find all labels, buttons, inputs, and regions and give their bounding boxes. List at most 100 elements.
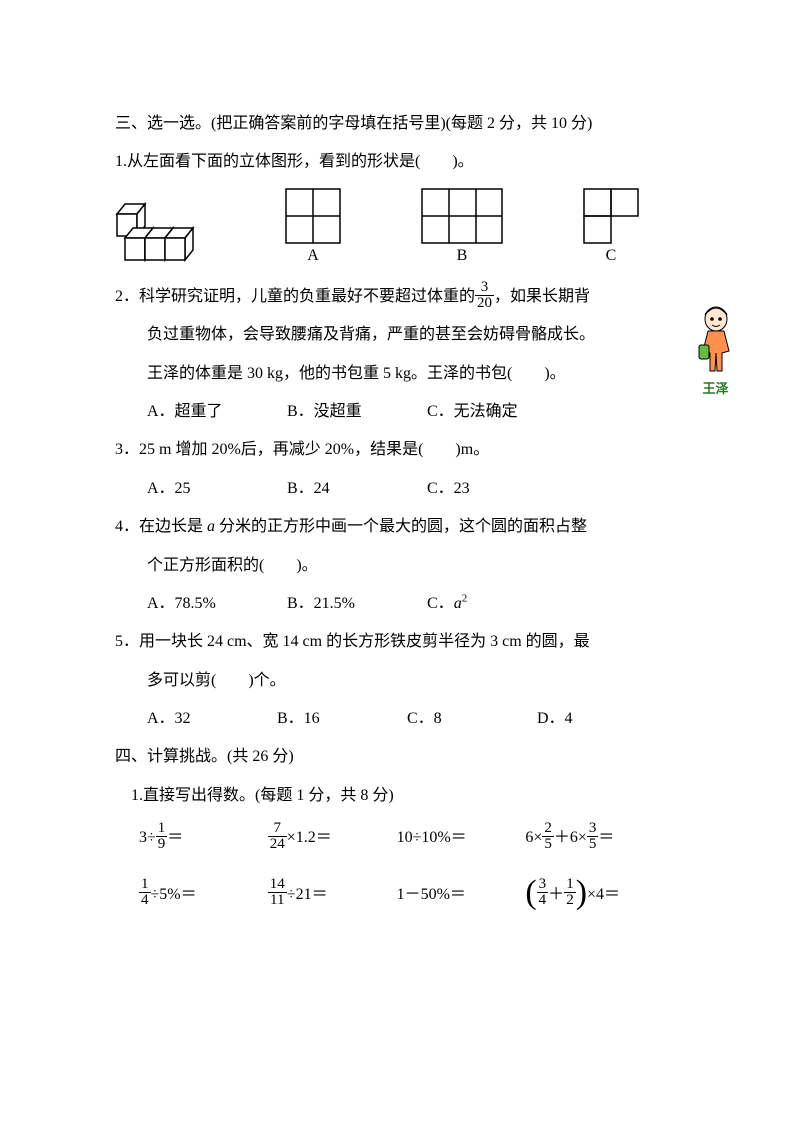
q4-l1a: 4．在边长是	[115, 518, 207, 535]
section4-sub1: 1.直接写出得数。(每题 1 分，共 8 分)	[115, 777, 678, 815]
c22b: ÷21＝	[287, 886, 328, 903]
calc-2-4: (34＋12)×4＝	[525, 876, 678, 914]
q5-line2: 多可以剪( )个。	[115, 662, 678, 700]
q4-var: a	[207, 518, 215, 535]
wangze-icon	[695, 305, 737, 375]
c14m: ＋6×	[554, 829, 587, 846]
c14b: ＝	[598, 829, 614, 846]
q2-frac-den: 20	[475, 296, 494, 311]
q4-options: A．78.5% B．21.5% C．a2	[115, 585, 678, 623]
q4-optC-var: a	[454, 595, 462, 612]
c24b: ×4＝	[587, 886, 620, 903]
c22-frac: 1411	[268, 877, 287, 908]
calc-2-3: 1－50%＝	[397, 876, 526, 914]
calc-2-2: 1411÷21＝	[268, 876, 397, 914]
c14d2: 5	[587, 837, 599, 852]
q1-optC-label: C	[606, 248, 617, 264]
q4-line2: 个正方形面积的( )。	[115, 547, 678, 585]
q3-optB: B．24	[287, 470, 427, 508]
calc-1-3: 10÷10%＝	[397, 819, 526, 857]
q1-option-b: B	[421, 188, 503, 264]
c14a: 6×	[525, 829, 542, 846]
c11a: 3÷	[139, 829, 156, 846]
c14f2: 35	[587, 821, 599, 852]
q5-optA: A．32	[147, 700, 277, 738]
q2-optA: A．超重了	[147, 393, 287, 431]
q1-stem: 1.从左面看下面的立体图形，看到的形状是( )。	[115, 143, 678, 181]
q2-l1a: 2．科学研究证明，儿童的负重最好不要超过体重的	[115, 288, 475, 305]
c11-frac: 19	[156, 821, 168, 852]
q5-optC: C．8	[407, 700, 537, 738]
q4-optC: C．a2	[427, 585, 567, 623]
q3-optC: C．23	[427, 470, 567, 508]
q1-figures: A B C	[115, 188, 678, 264]
q2-frac-num: 3	[475, 280, 494, 296]
q1-optA-icon	[285, 188, 341, 244]
c22d: 11	[268, 893, 287, 908]
c21-frac: 14	[139, 877, 151, 908]
q4-optC-sup: 2	[462, 593, 468, 605]
q2-line3: 王泽的体重是 30 kg，他的书包重 5 kg。王泽的书包( )。	[115, 355, 678, 393]
q2-frac: 320	[475, 280, 494, 311]
q5-options: A．32 B．16 C．8 D．4	[115, 700, 678, 738]
q1-option-c: C	[583, 188, 639, 264]
calc-2-1: 14÷5%＝	[139, 876, 268, 914]
c14n2: 3	[587, 821, 599, 837]
c11b: ＝	[167, 829, 183, 846]
c24f1: 34	[537, 877, 549, 908]
c21d: 4	[139, 893, 151, 908]
q2-line1: 2．科学研究证明，儿童的负重最好不要超过体重的320，如果长期背	[115, 278, 678, 316]
c12n: 7	[268, 821, 287, 837]
q1-option-a: A	[285, 188, 341, 264]
q4-line1: 4．在边长是 a 分米的正方形中画一个最大的圆，这个圆的面积占整	[115, 508, 678, 546]
c14n1: 2	[542, 821, 554, 837]
c24n2: 1	[564, 877, 576, 893]
calc-1-2: 724×1.2＝	[268, 819, 397, 857]
q1-optC-icon	[583, 188, 639, 244]
q5-optD: D．4	[537, 700, 667, 738]
c12-frac: 724	[268, 821, 287, 852]
c11d: 9	[156, 837, 168, 852]
calc-1-4: 6×25＋6×35＝	[525, 819, 678, 857]
wangze-label: 王泽	[693, 381, 738, 397]
c24f2: 12	[564, 877, 576, 908]
q3-options: A．25 B．24 C．23	[115, 470, 678, 508]
q3-stem: 3．25 m 增加 20%后，再减少 20%，结果是( )m。	[115, 431, 678, 469]
q4-optB: B．21.5%	[287, 585, 427, 623]
c22n: 14	[268, 877, 287, 893]
q1-optB-icon	[421, 188, 503, 244]
c21b: ÷5%＝	[151, 886, 197, 903]
calc-row-1: 3÷19＝ 724×1.2＝ 10÷10%＝ 6×25＋6×35＝	[115, 819, 678, 857]
c21n: 1	[139, 877, 151, 893]
q2-options: A．超重了 B．没超重 C．无法确定	[115, 393, 678, 431]
q2-optC: C．无法确定	[427, 393, 567, 431]
q3-optA: A．25	[147, 470, 287, 508]
c24d2: 2	[564, 893, 576, 908]
c12b: ×1.2＝	[287, 829, 332, 846]
q4-optC-pre: C．	[427, 595, 454, 612]
c14f1: 25	[542, 821, 554, 852]
q4-l1b: 分米的正方形中画一个最大的圆，这个圆的面积占整	[215, 518, 587, 535]
q2-optB: B．没超重	[287, 393, 427, 431]
lparen-icon: (	[525, 874, 536, 911]
q1-solid-icon	[115, 202, 205, 264]
calc-1-1: 3÷19＝	[139, 819, 268, 857]
q5-optB: B．16	[277, 700, 407, 738]
q1-optA-label: A	[307, 248, 319, 264]
page: 三、选一选。(把正确答案前的字母填在括号里)(每题 2 分，共 10 分) 1.…	[0, 0, 793, 1122]
q2-line2: 负过重物体，会导致腰痛及背痛，严重的甚至会妨碍骨骼成长。	[115, 316, 678, 354]
q5-line1: 5．用一块长 24 cm、宽 14 cm 的长方形铁皮剪半径为 3 cm 的圆，…	[115, 623, 678, 661]
rparen-icon: )	[576, 874, 587, 911]
q1-optB-label: B	[457, 248, 468, 264]
calc-row-2: 14÷5%＝ 1411÷21＝ 1－50%＝ (34＋12)×4＝	[115, 876, 678, 914]
section4-heading: 四、计算挑战。(共 26 分)	[115, 738, 678, 776]
c11n: 1	[156, 821, 168, 837]
c24n1: 3	[537, 877, 549, 893]
c12d: 24	[268, 837, 287, 852]
q2-l1b: ，如果长期背	[494, 288, 590, 305]
section3-heading: 三、选一选。(把正确答案前的字母填在括号里)(每题 2 分，共 10 分)	[115, 105, 678, 143]
c24m: ＋	[548, 886, 564, 903]
q4-optA: A．78.5%	[147, 585, 287, 623]
c24d1: 4	[537, 893, 549, 908]
c14d1: 5	[542, 837, 554, 852]
